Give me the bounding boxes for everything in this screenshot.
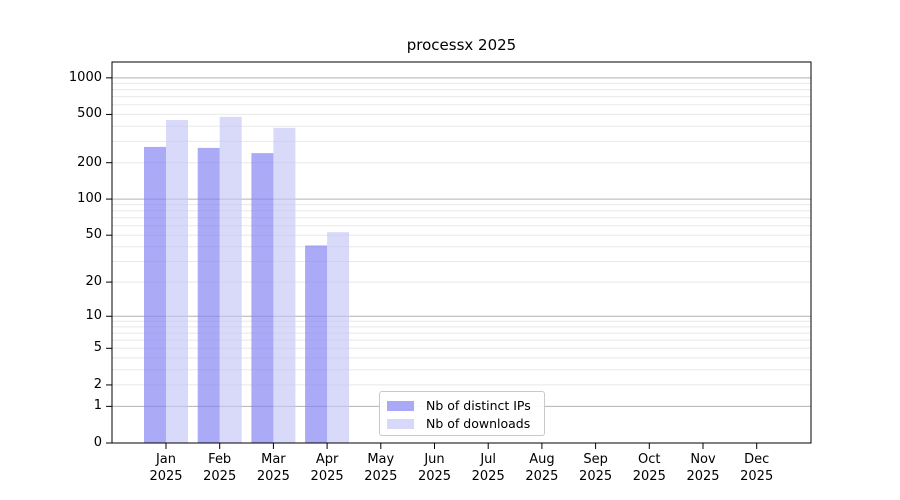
x-tick-label-jun: Jun 2025 xyxy=(400,451,470,485)
x-tick-month: May xyxy=(367,452,395,467)
bar-distinct-ips-jan xyxy=(144,146,166,444)
y-tick-label-2: 2 xyxy=(93,376,102,392)
chart-title: processx 2025 xyxy=(406,36,517,54)
legend: Nb of distinct IPs Nb of downloads xyxy=(379,391,545,436)
x-tick-month: Jun xyxy=(424,452,445,467)
x-tick-year: 2025 xyxy=(525,469,559,484)
x-tick-label-aug: Aug 2025 xyxy=(507,451,577,485)
x-tick-label-oct: Oct 2025 xyxy=(614,451,684,485)
x-tick-month: Dec xyxy=(744,452,770,467)
legend-swatch-distinct-ips-icon xyxy=(387,400,414,411)
bar-distinct-ips-feb xyxy=(197,147,220,443)
x-tick-month: Apr xyxy=(315,452,339,467)
bar-distinct-ips-apr xyxy=(305,245,328,443)
y-tick-label-10: 10 xyxy=(85,308,102,324)
x-tick-month: Jul xyxy=(480,452,497,467)
legend-label-distinct-ips: Nb of distinct IPs xyxy=(426,398,531,413)
x-tick-year: 2025 xyxy=(686,469,720,484)
x-tick-label-nov: Nov 2025 xyxy=(668,451,738,485)
y-tick-label-100: 100 xyxy=(77,191,102,207)
x-tick-label-dec: Dec 2025 xyxy=(722,451,792,485)
x-tick-year: 2025 xyxy=(579,469,613,484)
x-tick-label-feb: Feb 2025 xyxy=(185,451,255,485)
y-tick-label-1: 1 xyxy=(93,398,102,414)
y-tick-label-5: 5 xyxy=(93,340,102,356)
x-tick-year: 2025 xyxy=(364,469,398,484)
x-tick-month: Feb xyxy=(208,452,232,467)
bar-downloads-jan xyxy=(166,119,188,443)
x-tick-label-jul: Jul 2025 xyxy=(453,451,523,485)
x-tick-year: 2025 xyxy=(149,469,183,484)
x-tick-month: Jan xyxy=(155,452,177,467)
x-tick-year: 2025 xyxy=(417,469,452,484)
x-tick-month: Mar xyxy=(261,452,286,467)
legend-swatch-downloads-icon xyxy=(387,418,414,429)
x-tick-year: 2025 xyxy=(256,469,290,484)
bar-downloads-apr xyxy=(327,232,350,443)
x-tick-month: Aug xyxy=(529,452,555,467)
x-tick-label-may: May 2025 xyxy=(346,451,416,485)
x-tick-label-apr: Apr 2025 xyxy=(292,451,362,485)
bar-downloads-mar xyxy=(273,127,296,443)
bar-downloads-feb xyxy=(219,116,242,443)
x-tick-month: Sep xyxy=(583,452,608,467)
legend-item-distinct-ips: Nb of distinct IPs xyxy=(387,397,544,414)
y-tick-label-0: 0 xyxy=(93,435,102,450)
x-tick-year: 2025 xyxy=(471,469,505,484)
x-tick-label-mar: Mar 2025 xyxy=(238,451,308,485)
bar-distinct-ips-mar xyxy=(251,153,274,443)
x-tick-month: Oct xyxy=(638,452,661,467)
x-tick-label-sep: Sep 2025 xyxy=(561,451,631,485)
x-tick-label-jan: Jan 2025 xyxy=(131,451,201,485)
y-tick-label-1000: 1000 xyxy=(68,69,102,85)
y-tick-label-50: 50 xyxy=(85,227,102,243)
y-tick-label-20: 20 xyxy=(85,274,102,290)
x-tick-year: 2025 xyxy=(632,469,666,484)
y-tick-label-200: 200 xyxy=(77,154,102,170)
plot-border xyxy=(111,61,812,444)
x-tick-year: 2025 xyxy=(740,469,774,484)
x-tick-month: Nov xyxy=(690,452,716,467)
x-tick-year: 2025 xyxy=(310,469,344,484)
x-tick-year: 2025 xyxy=(203,469,237,484)
legend-item-downloads: Nb of downloads xyxy=(387,415,544,432)
legend-label-downloads: Nb of downloads xyxy=(426,416,531,431)
y-tick-label-500: 500 xyxy=(77,106,102,122)
